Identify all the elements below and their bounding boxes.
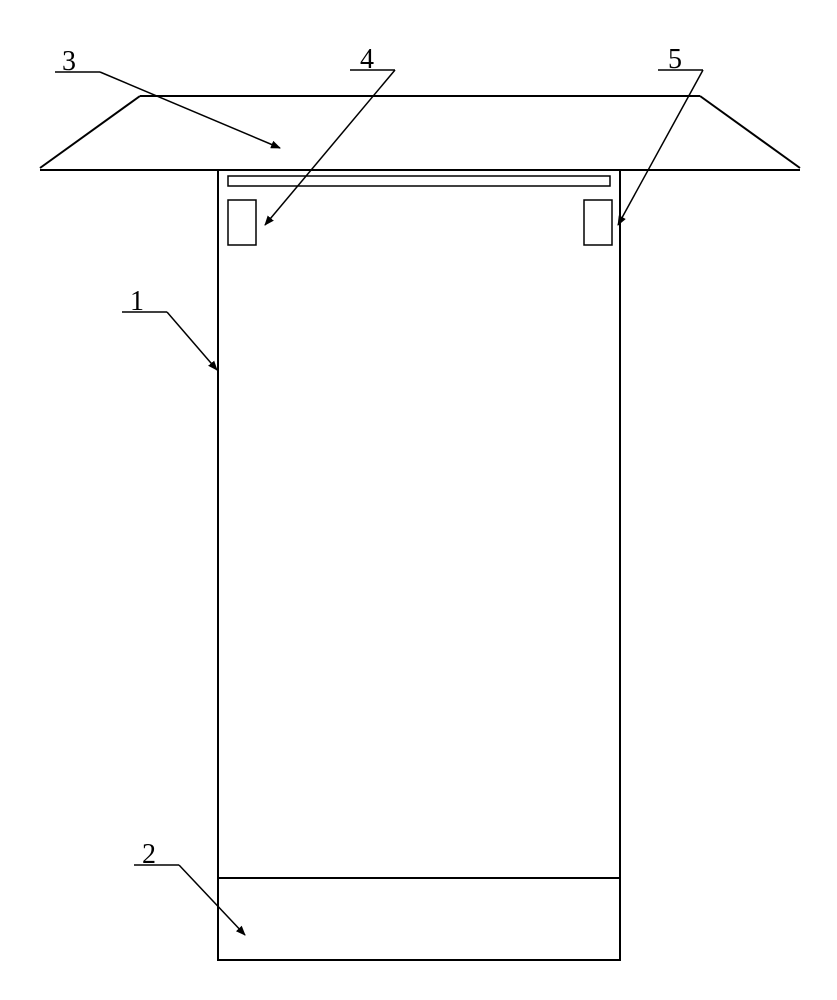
svg-text:5: 5 <box>668 44 682 75</box>
svg-text:1: 1 <box>130 286 144 317</box>
svg-text:4: 4 <box>360 44 374 75</box>
svg-text:3: 3 <box>62 46 76 77</box>
engineering-diagram: 3 4 5 1 2 <box>0 0 837 1000</box>
callouts-group: 3 4 5 1 2 <box>55 44 703 935</box>
svg-text:2: 2 <box>142 839 156 870</box>
shapes-group <box>40 96 800 960</box>
